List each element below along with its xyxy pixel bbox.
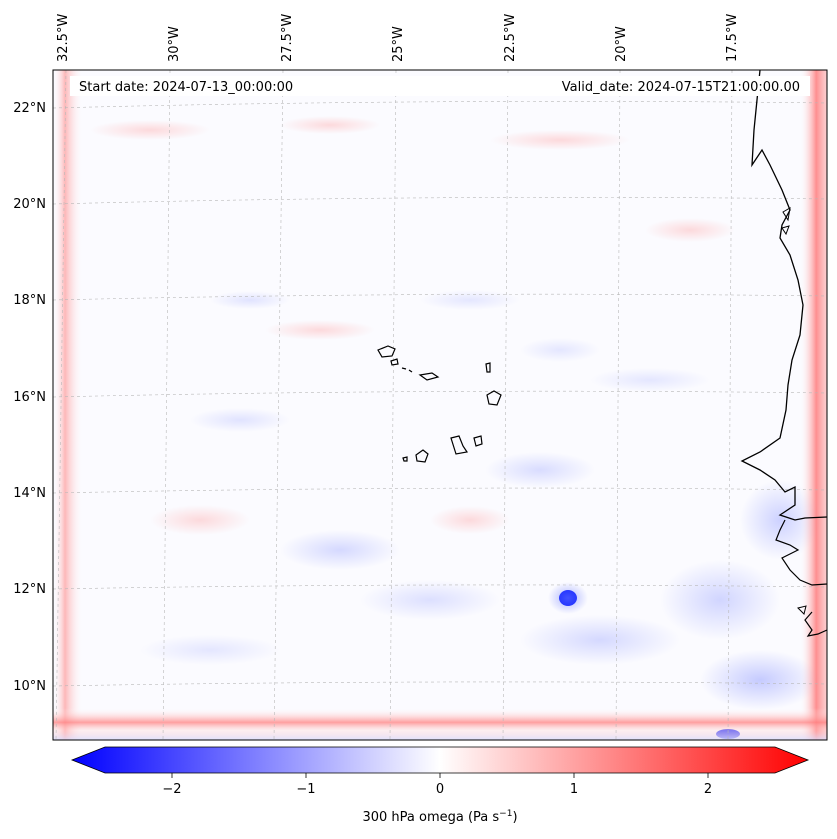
longitude-labels: 32.5°W 30°W 27.5°W 25°W 22.5°W 20°W 17.5…	[56, 14, 740, 62]
latitude-labels: 22°N 20°N 18°N 16°N 14°N 12°N 10°N	[13, 101, 46, 694]
colorbar-tick-label: 0	[436, 782, 444, 797]
lat-label: 14°N	[13, 486, 46, 501]
lat-label: 10°N	[13, 679, 46, 694]
lon-label: 30°W	[167, 26, 182, 62]
field-patches	[90, 116, 820, 739]
graticule	[53, 70, 827, 740]
start-date-label: Start date: 2024-07-13_00:00:00	[79, 80, 293, 95]
colorbar: −2 −1 0 1 2 300 hPa omega (Pa s−1)	[70, 746, 810, 825]
colorbar-title: 300 hPa omega (Pa s−1)	[362, 809, 517, 825]
map-frame	[52, 69, 828, 741]
lat-label: 22°N	[13, 101, 46, 116]
lon-label: 22.5°W	[503, 14, 518, 62]
lon-label: 17.5°W	[725, 14, 740, 62]
omega-field	[53, 70, 827, 740]
lon-label: 25°W	[391, 26, 406, 62]
lon-label: 27.5°W	[280, 14, 295, 62]
coastline-africa	[740, 70, 827, 521]
colorbar-tick-label: −1	[296, 782, 315, 797]
colorbar-tick-label: 2	[704, 782, 712, 797]
cape-verde-islands	[377, 345, 502, 463]
lat-label: 16°N	[13, 390, 46, 405]
valid-date-label: Valid_date: 2024-07-15T21:00:00.00	[562, 80, 800, 95]
colorbar-body	[70, 746, 810, 774]
colorbar-ticks: −2 −1 0 1 2	[162, 773, 712, 797]
lat-label: 18°N	[13, 293, 46, 308]
lat-label: 20°N	[13, 197, 46, 212]
header-box	[70, 76, 810, 96]
lon-label: 32.5°W	[56, 14, 71, 62]
lon-label: 20°W	[614, 26, 629, 62]
colorbar-tick-label: −2	[162, 782, 181, 797]
lat-label: 12°N	[13, 582, 46, 597]
colorbar-tick-label: 1	[570, 782, 578, 797]
